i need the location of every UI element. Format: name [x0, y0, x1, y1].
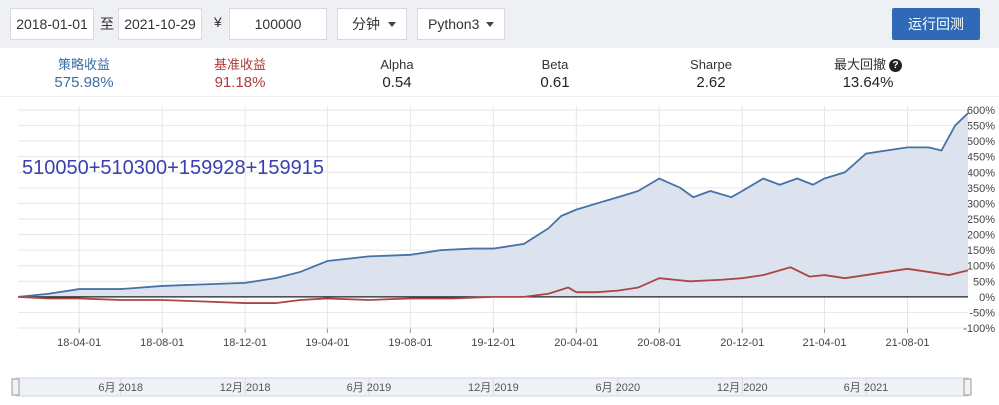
stat-value: 0.61: [540, 74, 570, 91]
navigator-handle-left[interactable]: [11, 378, 20, 396]
stat-alpha: Alpha 0.54: [327, 56, 467, 93]
question-circle-icon[interactable]: ?: [889, 59, 902, 72]
x-tick-label: 19-12-01: [471, 337, 515, 349]
x-tick-label: 20-08-01: [637, 337, 681, 349]
navigator-label: 6月 2020: [595, 382, 640, 394]
y-tick-label: 600%: [967, 105, 995, 117]
x-tick-label: 20-04-01: [554, 337, 598, 349]
run-backtest-button[interactable]: 运行回测: [892, 8, 980, 40]
y-tick-label: 500%: [967, 136, 995, 148]
y-tick-label: 250%: [967, 214, 995, 226]
stat-max-drawdown: 最大回撤? 13.64%: [798, 56, 938, 93]
x-tick-label: 18-12-01: [223, 337, 267, 349]
stats-bar: 策略收益 575.98% 基准收益 91.18% Alpha 0.54 Beta…: [0, 56, 999, 96]
chart-title: 510050+510300+159928+159915: [22, 157, 324, 179]
stat-label: Alpha: [380, 57, 414, 72]
start-date-value: 2018-01-01: [16, 16, 88, 32]
language-select[interactable]: Python3: [417, 8, 505, 40]
y-tick-label: 200%: [967, 230, 995, 242]
y-tick-label: -50%: [969, 307, 995, 319]
end-date-value: 2021-10-29: [124, 16, 196, 32]
toolbar: 2018-01-01 至 2021-10-29 ¥ 100000 分钟 Pyth…: [0, 0, 999, 48]
y-tick-label: 350%: [967, 183, 995, 195]
capital-input[interactable]: 100000: [229, 8, 327, 40]
navigator-label: 12月 2018: [220, 382, 271, 394]
end-date-input[interactable]: 2021-10-29: [118, 8, 202, 40]
language-value: Python3: [428, 16, 480, 32]
y-tick-label: 150%: [967, 245, 995, 257]
stat-label: 策略收益: [57, 57, 110, 72]
stat-value: 575.98%: [54, 74, 114, 91]
returns-chart-svg: 18-04-01 18-08-01 18-12-01 19-04-01 19-08-01…: [0, 95, 999, 397]
stat-label: Sharpe: [690, 57, 732, 72]
capital-value: 100000: [254, 16, 302, 32]
navigator-handle-right[interactable]: [963, 378, 972, 396]
stat-benchmark-return: 基准收益 91.18%: [170, 56, 310, 93]
y-tick-label: 400%: [967, 167, 995, 179]
y-tick-label: 50%: [973, 276, 995, 288]
navigator-label: 6月 2018: [98, 382, 143, 394]
y-tick-label: 300%: [967, 198, 995, 210]
x-tick-label: 20-12-01: [720, 337, 764, 349]
frequency-select[interactable]: 分钟: [337, 8, 407, 40]
strategy-line: [17, 112, 969, 298]
y-tick-label: 0%: [979, 292, 995, 304]
stat-value: 13.64%: [842, 74, 894, 91]
x-tick-label: 18-04-01: [57, 337, 101, 349]
x-tick-label: 18-08-01: [140, 337, 184, 349]
stat-label: 最大回撤: [833, 57, 886, 72]
x-tick-label: 21-08-01: [885, 337, 929, 349]
y-tick-label: 550%: [967, 121, 995, 133]
chevron-down-icon: [486, 22, 494, 27]
frequency-value: 分钟: [352, 16, 380, 32]
chevron-down-icon: [388, 22, 396, 27]
currency-symbol: ¥: [214, 14, 222, 30]
stat-value: 91.18%: [214, 74, 266, 91]
returns-chart: 18-04-01 18-08-01 18-12-01 19-04-01 19-08-01…: [0, 95, 999, 400]
y-tick-label: 100%: [967, 261, 995, 273]
stat-label: 基准收益: [213, 57, 266, 72]
stat-beta: Beta 0.61: [485, 56, 625, 93]
navigator-label: 12月 2019: [468, 382, 519, 394]
to-label: 至: [100, 16, 114, 32]
stat-value: 0.54: [382, 74, 412, 91]
benchmark-line: [17, 266, 969, 304]
stat-sharpe: Sharpe 2.62: [641, 56, 781, 93]
start-date-input[interactable]: 2018-01-01: [10, 8, 94, 40]
y-tick-label: -100%: [963, 323, 995, 335]
x-tick-label: 19-04-01: [305, 337, 349, 349]
stat-value: 2.62: [696, 74, 726, 91]
y-tick-label: 450%: [967, 152, 995, 164]
strategy-area: [18, 113, 968, 297]
navigator-label: 6月 2021: [844, 382, 889, 394]
x-tick-label: 19-08-01: [388, 337, 432, 349]
navigator-label: 12月 2020: [717, 382, 768, 394]
stat-label: Beta: [541, 57, 569, 72]
stat-strategy-return: 策略收益 575.98%: [14, 56, 154, 93]
navigator-label: 6月 2019: [347, 382, 392, 394]
x-tick-label: 21-04-01: [802, 337, 846, 349]
